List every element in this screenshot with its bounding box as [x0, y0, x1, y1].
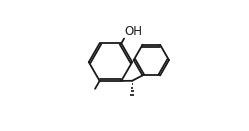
Text: OH: OH	[124, 25, 143, 38]
